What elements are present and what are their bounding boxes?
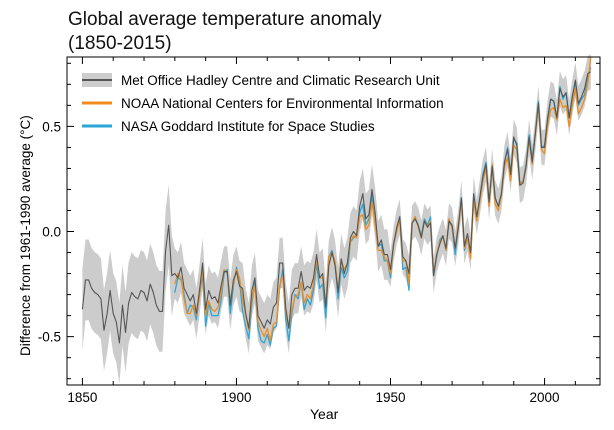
uncertainty-band-layer: [82, 54, 591, 384]
series-line-1: [174, 56, 592, 342]
series-line-0: [81, 71, 592, 344]
legend: Met Office Hadley Centre and Climatic Re…: [82, 73, 444, 134]
y-tick-label: 0.0: [42, 225, 61, 240]
x-tick-label: 2000: [530, 390, 560, 405]
x-tick-label: 1900: [221, 390, 251, 405]
legend-label-2: NASA Goddard Institute for Space Studies: [121, 119, 375, 134]
series-lines-layer: [81, 56, 592, 346]
legend-label-0: Met Office Hadley Centre and Climatic Re…: [121, 73, 440, 88]
plot-frame: [66, 56, 601, 386]
chart-title: Global average temperature anomaly: [68, 9, 382, 30]
axes-layer: 1850 1900 1950 2000 -0.5 0.0 0.5: [38, 56, 601, 405]
y-tick-label: 0.5: [42, 119, 61, 134]
y-tick-label: -0.5: [38, 330, 61, 345]
x-tick-label: 1950: [375, 390, 405, 405]
x-axis-label: Year: [310, 406, 339, 422]
chart-subtitle: (1850-2015): [68, 33, 172, 54]
legend-label-1: NOAA National Centers for Environmental …: [121, 96, 444, 111]
y-axis-label: Difference from 1961-1990 average (°C): [18, 115, 33, 356]
uncertainty-band: [82, 54, 591, 384]
x-tick-label: 1850: [67, 390, 97, 405]
